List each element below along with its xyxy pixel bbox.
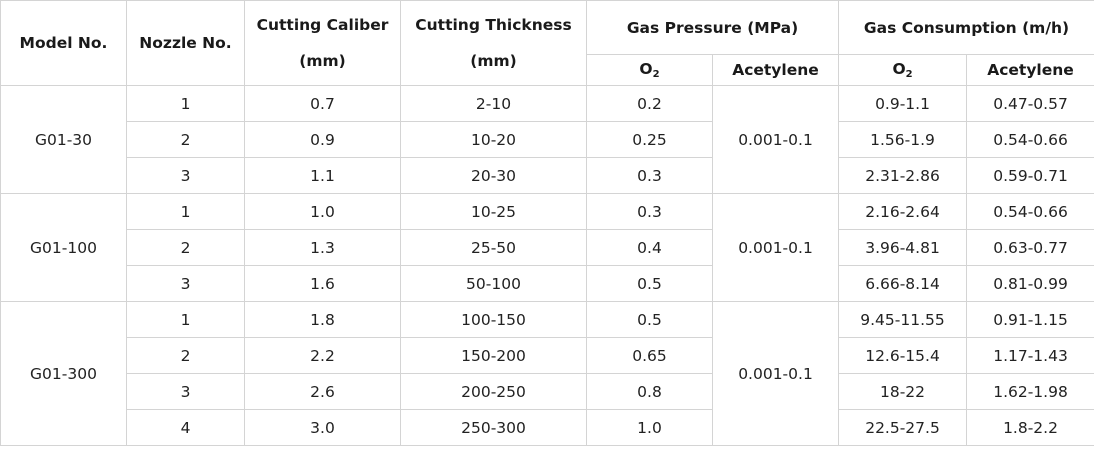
header-nozzle: Nozzle No. [126, 0, 245, 86]
o2-pressure-cell: 0.3 [586, 157, 713, 194]
caliber-cell: 1.6 [244, 265, 401, 302]
header-gas-consumption: Gas Consumption (m/h) [838, 0, 1094, 55]
header-pressure-o2: O2 [586, 54, 713, 86]
nozzle-cell: 1 [126, 301, 245, 338]
thickness-cell: 25-50 [400, 229, 587, 266]
o2-pressure-cell: 0.25 [586, 121, 713, 158]
acetylene-consumption-cell: 0.47-0.57 [966, 85, 1094, 122]
acetylene-consumption-cell: 0.54-0.66 [966, 121, 1094, 158]
thickness-cell: 100-150 [400, 301, 587, 338]
table-row: 3 2.6 200-250 0.8 18-22 1.62-1.98 [1, 373, 1094, 410]
acetylene-consumption-cell: 1.8-2.2 [966, 409, 1094, 446]
acetylene-consumption-cell: 0.54-0.66 [966, 193, 1094, 230]
o2-pressure-cell: 0.5 [586, 301, 713, 338]
o2-consumption-cell: 1.56-1.9 [838, 121, 968, 158]
table-row: G01-30 1 0.7 2-10 0.2 0.001-0.1 0.9-1.1 … [0, 85, 1094, 194]
table-row: 4 3.0 250-300 1.0 22.5-27.5 1.8-2.2 [1, 409, 1094, 446]
acetylene-pressure-cell: 0.001-0.1 [711, 301, 840, 446]
o2-pressure-cell: 0.2 [586, 85, 713, 122]
header-model: Model No. [0, 0, 127, 86]
caliber-cell: 3.0 [244, 409, 401, 446]
nozzle-cell: 3 [126, 157, 245, 194]
header-thickness: Cutting Thickness (mm) [400, 0, 587, 86]
model-cell: G01-30 [0, 85, 127, 194]
acetylene-pressure-cell: 0.001-0.1 [711, 193, 840, 302]
caliber-cell: 2.6 [244, 373, 401, 410]
caliber-cell: 0.9 [244, 121, 401, 158]
table-row: G01-100 1 1.0 10-25 0.3 0.001-0.1 2.16-2… [0, 193, 1094, 302]
table-row: 2 2.2 150-200 0.65 12.6-15.4 1.17-1.43 [1, 337, 1094, 374]
table-row: 2 1.3 25-50 0.4 3.96-4.81 0.63-0.77 [1, 229, 1094, 266]
caliber-cell: 0.7 [244, 85, 401, 122]
o2-consumption-cell: 22.5-27.5 [838, 409, 968, 446]
caliber-cell: 1.3 [244, 229, 401, 266]
nozzle-cell: 3 [126, 373, 245, 410]
header-gas-pressure: Gas Pressure (MPa) [585, 0, 840, 55]
o2-consumption-cell: 9.45-11.55 [838, 301, 968, 338]
o2-pressure-cell: 0.4 [586, 229, 713, 266]
acetylene-consumption-cell: 1.62-1.98 [966, 373, 1094, 410]
thickness-cell: 10-25 [400, 193, 587, 230]
nozzle-cell: 1 [126, 85, 245, 122]
model-cell: G01-100 [0, 193, 127, 302]
thickness-cell: 2-10 [400, 85, 587, 122]
model-cell: G01-300 [0, 301, 127, 446]
acetylene-consumption-cell: 0.63-0.77 [966, 229, 1094, 266]
o2-pressure-cell: 0.65 [586, 337, 713, 374]
thickness-cell: 250-300 [400, 409, 587, 446]
thickness-cell: 10-20 [400, 121, 587, 158]
o2-consumption-cell: 0.9-1.1 [838, 85, 968, 122]
header-consumption-acetylene: Acetylene [966, 54, 1094, 86]
thickness-cell: 200-250 [400, 373, 587, 410]
o2-pressure-cell: 0.3 [586, 193, 713, 230]
header-consumption-o2: O2 [838, 54, 968, 86]
table-row: 3 1.1 20-30 0.3 2.31-2.86 0.59-0.71 [1, 157, 1094, 194]
thickness-cell: 20-30 [400, 157, 587, 194]
nozzle-cell: 1 [126, 193, 245, 230]
table-body: G01-30 1 0.7 2-10 0.2 0.001-0.1 0.9-1.1 … [0, 85, 1094, 446]
caliber-cell: 1.1 [244, 157, 401, 194]
header-caliber: Cutting Caliber (mm) [244, 0, 401, 86]
o2-pressure-cell: 0.8 [586, 373, 713, 410]
caliber-cell: 1.8 [244, 301, 401, 338]
o2-pressure-cell: 1.0 [586, 409, 713, 446]
acetylene-pressure-cell: 0.001-0.1 [711, 85, 840, 194]
o2-consumption-cell: 2.31-2.86 [838, 157, 968, 194]
table-row: G01-300 1 1.8 100-150 0.5 0.001-0.1 9.45… [0, 301, 1094, 446]
thickness-cell: 50-100 [400, 265, 587, 302]
header-pressure-acetylene: Acetylene [711, 54, 840, 86]
o2-consumption-cell: 6.66-8.14 [838, 265, 968, 302]
o2-pressure-cell: 0.5 [586, 265, 713, 302]
table-row: 3 1.6 50-100 0.5 6.66-8.14 0.81-0.99 [1, 265, 1094, 302]
caliber-cell: 2.2 [244, 337, 401, 374]
table-row: 2 0.9 10-20 0.25 1.56-1.9 0.54-0.66 [1, 121, 1094, 158]
o2-consumption-cell: 18-22 [838, 373, 968, 410]
nozzle-cell: 3 [126, 265, 245, 302]
o2-consumption-cell: 3.96-4.81 [838, 229, 968, 266]
o2-consumption-cell: 2.16-2.64 [838, 193, 968, 230]
acetylene-consumption-cell: 0.91-1.15 [966, 301, 1094, 338]
nozzle-cell: 4 [126, 409, 245, 446]
acetylene-consumption-cell: 1.17-1.43 [966, 337, 1094, 374]
nozzle-cell: 2 [126, 229, 245, 266]
nozzle-cell: 2 [126, 337, 245, 374]
nozzle-cell: 2 [126, 121, 245, 158]
acetylene-consumption-cell: 0.81-0.99 [966, 265, 1094, 302]
caliber-cell: 1.0 [244, 193, 401, 230]
table-header: Model No. Nozzle No. Cutting Caliber (mm)… [0, 0, 1094, 86]
thickness-cell: 150-200 [400, 337, 587, 374]
acetylene-consumption-cell: 0.59-0.71 [966, 157, 1094, 194]
o2-consumption-cell: 12.6-15.4 [838, 337, 968, 374]
